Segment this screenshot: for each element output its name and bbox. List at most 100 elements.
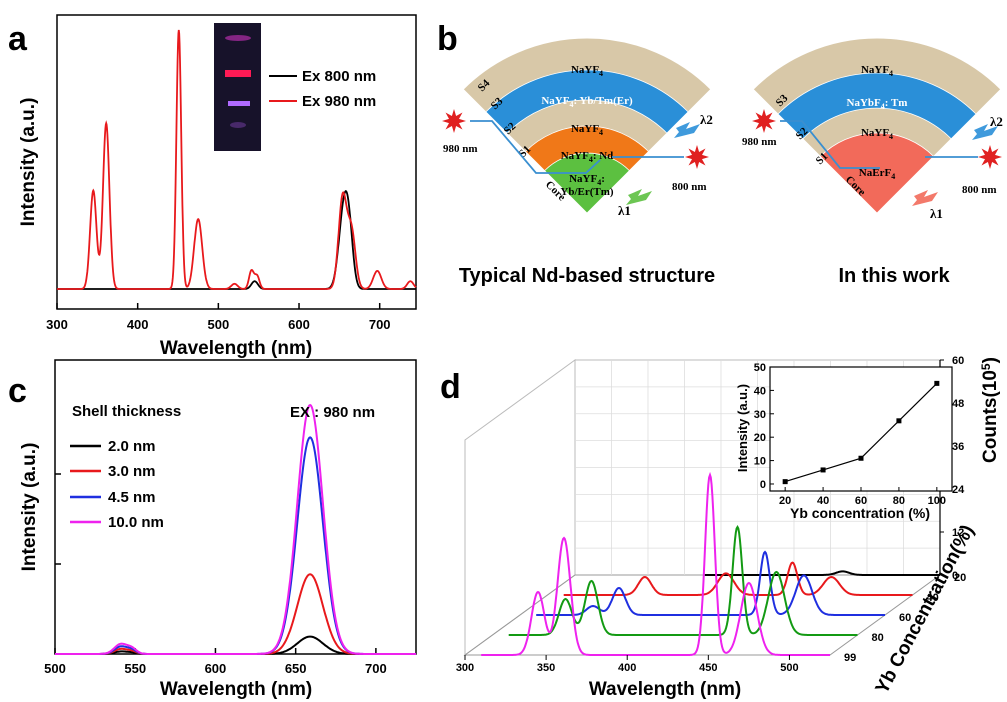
series-line-yb-60 — [536, 550, 885, 616]
left-lambda2: λ2 — [700, 112, 713, 127]
left-layer-core-b: Yb/Er(Tm) — [560, 186, 614, 198]
right-layer-naybf4-part: NaYbF — [847, 97, 882, 109]
inset-ticks: 20 40 60 80 100 0 10 20 30 40 50 — [754, 362, 946, 507]
inset-frame — [769, 366, 953, 492]
right-layer-naYF4-outer: NaYF4 — [861, 64, 893, 78]
left-arrow-980 — [470, 120, 601, 174]
inset-point — [896, 418, 902, 424]
series-line-yb-99 — [481, 471, 830, 656]
legend-label-ex980: Ex 980 nm — [302, 93, 376, 110]
right-lambda1: λ1 — [930, 206, 943, 221]
right-layer-naYF4-mid-part: 4 — [889, 132, 893, 141]
right-exc-980: 980 nm — [742, 136, 777, 148]
panel-c-xlabel: Wavelength (nm) — [160, 679, 312, 700]
legend-label-10nm: 10.0 nm — [108, 514, 164, 531]
inset-y-tick-label-40: 40 — [754, 385, 766, 397]
right-arrow-980 — [780, 120, 880, 169]
inset-x-tick-label-80: 80 — [893, 495, 905, 507]
inset-ylabel: Intensity (a.u.) — [735, 384, 750, 472]
right-core — [819, 132, 935, 214]
inset-x-tick-label-20: 20 — [779, 495, 791, 507]
inset-series — [782, 380, 940, 485]
right-star-800 — [978, 145, 1002, 169]
left-layer-naYF4-mid: NaYF4 — [571, 123, 603, 137]
right-tick-label-24: 24 — [952, 484, 965, 496]
x-tick-label-450: 450 — [699, 662, 717, 674]
x-tick-label-400: 400 — [127, 317, 149, 332]
x-tick-label-300: 300 — [46, 317, 68, 332]
left-layer-nd: NaYF4: Nd — [561, 150, 614, 164]
right-star-980 — [752, 109, 776, 133]
right-tick-label-0: 0 — [952, 570, 958, 582]
legend-label-3nm: 3.0 nm — [108, 463, 156, 480]
right-layer-naerf4: NaErF4 — [859, 167, 895, 181]
right-tick-label-36: 36 — [952, 441, 964, 453]
panel-d-inset-chart: 20 40 60 80 100 0 10 20 30 40 50 Yb concentration … — [735, 362, 953, 521]
left-layer-naYF4-outer: NaYF4 — [571, 64, 603, 78]
right-layer-naYF4-mid-part: NaYF — [861, 127, 889, 139]
left-layer-core-a-part: : — [601, 173, 605, 185]
right-layer-naybf4: NaYbF4: Tm — [847, 97, 908, 111]
left-emission-l2 — [674, 122, 700, 138]
inset-point — [782, 479, 788, 485]
vial-photo-background — [214, 23, 261, 151]
left-layer-nd-part: NaYF — [561, 150, 589, 162]
right-layer-naerf4-part: 4 — [891, 172, 895, 181]
left-layer-core-a: NaYF4: — [569, 173, 605, 187]
panel-c-chart: 500 550 600 650 700 Wavelength (nm) Intensit… — [19, 359, 417, 700]
panel-c-annotation: EX : 980 nm — [290, 404, 375, 421]
panel-a-legend: Ex 800 nm Ex 980 nm — [269, 68, 376, 110]
series-line-ex980 — [57, 29, 417, 290]
legend-label-ex800: Ex 800 nm — [302, 68, 376, 85]
right-layer-naerf4-part: NaErF — [859, 167, 892, 179]
inset-y-tick-label-0: 0 — [760, 479, 766, 491]
panel-c-legend: 2.0 nm 3.0 nm 4.5 nm 10.0 nm — [70, 438, 164, 531]
right-layer-naybf4-part: : Tm — [885, 97, 908, 109]
z-tick-label-80: 80 — [872, 632, 884, 644]
x-tick-label-600: 600 — [205, 661, 227, 676]
inset-y-tick-label-20: 20 — [754, 432, 766, 444]
caption-this-work: In this work — [838, 265, 950, 287]
x-tick-label-550: 550 — [124, 661, 146, 676]
left-layer-naYF4-outer-part: 4 — [599, 69, 603, 78]
x-tick-label-700: 700 — [369, 317, 391, 332]
right-layer-naYF4-mid: NaYF4 — [861, 127, 893, 141]
left-exc-800: 800 nm — [672, 181, 707, 193]
inset-x-tick-label-40: 40 — [817, 495, 829, 507]
right-layer-naybf4-part: 4 — [881, 102, 885, 111]
left-layer-nd-part: : Nd — [593, 150, 613, 162]
vial-glow-violet — [228, 101, 250, 106]
inset-point — [858, 455, 864, 461]
series-line-10-0-nm — [55, 403, 416, 655]
left-lambda1: λ1 — [618, 203, 631, 218]
inset-x-tick-label-60: 60 — [855, 495, 867, 507]
x-tick-label-500: 500 — [780, 662, 798, 674]
right-tick-label-48: 48 — [952, 398, 964, 410]
panel-letter-d: d — [440, 368, 461, 406]
left-layer-doped-shell-part: : Yb/Tm(Er) — [573, 95, 633, 107]
inset-point — [820, 467, 826, 473]
panel-a-ylabel: Intensity (a.u.) — [18, 98, 39, 227]
left-layer-doped-shell: NaYF4: Yb/Tm(Er) — [541, 95, 633, 109]
panel-letter-a: a — [8, 20, 28, 58]
vial-glow-bottom — [230, 122, 246, 128]
left-layer-doped-shell-part: 4 — [569, 100, 573, 109]
panel-d-right-axis-label: Counts(105) — [979, 357, 1001, 463]
panel-c-legend-title: Shell thickness — [72, 403, 181, 420]
inset-x-tick-label-100: 100 — [928, 495, 946, 507]
x-tick-label-650: 650 — [285, 661, 307, 676]
panel-letter-c: c — [8, 372, 27, 410]
left-layer-core-a-part: NaYF — [569, 173, 597, 185]
inset-xlabel: Yb concentration (%) — [790, 505, 930, 521]
x-tick-label-300: 300 — [456, 662, 474, 674]
panel-a-x-ticks: 300 400 500 600 700 — [46, 303, 391, 332]
inset-y-tick-label-50: 50 — [754, 362, 766, 374]
left-emission-l1 — [626, 189, 652, 205]
side-wall — [464, 359, 576, 656]
panel-a-xlabel: Wavelength (nm) — [160, 338, 312, 359]
legend-label-4-5nm: 4.5 nm — [108, 489, 156, 506]
z-tick-label-60: 60 — [899, 612, 911, 624]
